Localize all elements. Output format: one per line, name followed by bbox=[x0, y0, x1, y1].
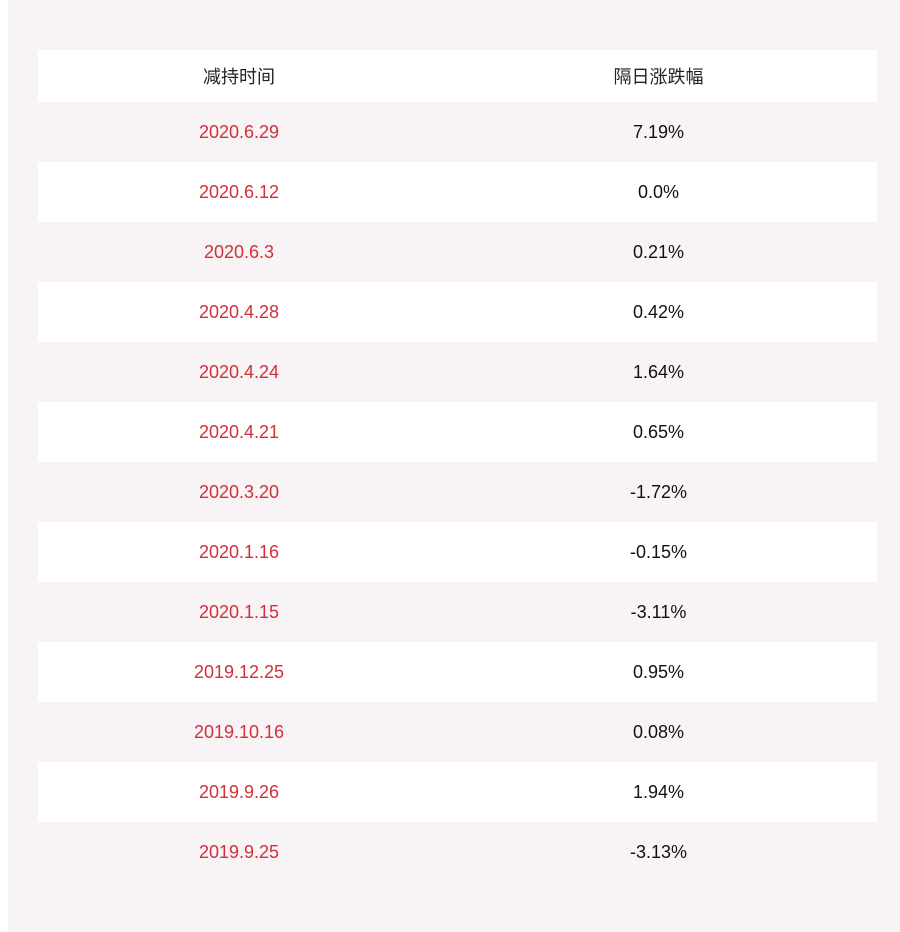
date-cell: 2020.4.24 bbox=[198, 361, 280, 382]
date-cell: 2019.12.25 bbox=[38, 642, 440, 702]
table-row: 2019.9.25 -3.13% bbox=[38, 822, 877, 882]
change-cell: 1.64% bbox=[632, 361, 685, 382]
table-row: 2020.6.29 7.19% bbox=[38, 102, 877, 162]
date-cell: 2020.3.20 bbox=[198, 481, 280, 502]
header-row: 减持时间 隔日涨跌幅 bbox=[38, 50, 877, 102]
table-row: 2020.3.20 -1.72% bbox=[38, 462, 877, 522]
date-cell: 2020.6.12 bbox=[38, 162, 440, 222]
change-cell: 0.08% bbox=[632, 721, 685, 742]
table-row: 2020.6.3 0.21% bbox=[38, 222, 877, 282]
change-cell: 0.0% bbox=[440, 162, 877, 222]
date-cell: 2019.9.25 bbox=[198, 841, 280, 862]
change-cell: 0.21% bbox=[632, 241, 685, 262]
table-row: 2020.1.15 -3.11% bbox=[38, 582, 877, 642]
date-cell: 2019.9.26 bbox=[38, 762, 440, 822]
table-row: 2019.10.16 0.08% bbox=[38, 702, 877, 762]
date-cell: 2020.4.21 bbox=[38, 402, 440, 462]
date-cell: 2020.6.29 bbox=[198, 121, 280, 142]
table-row: 2019.9.26 1.94% bbox=[38, 762, 877, 822]
date-cell: 2020.6.3 bbox=[203, 241, 275, 262]
table-row: 2020.4.21 0.65% bbox=[38, 402, 877, 462]
change-cell: -3.11% bbox=[630, 601, 687, 622]
date-cell: 2020.4.28 bbox=[38, 282, 440, 342]
date-cell: 2019.10.16 bbox=[193, 721, 285, 742]
table-row: 2020.4.28 0.42% bbox=[38, 282, 877, 342]
table-row: 2020.1.16 -0.15% bbox=[38, 522, 877, 582]
table: 减持时间 隔日涨跌幅 2020.6.29 7.19% 2020.6.12 0.0% 20… bbox=[38, 50, 877, 882]
table-row: 2019.12.25 0.95% bbox=[38, 642, 877, 702]
change-cell: -1.72% bbox=[629, 481, 688, 502]
change-cell: 0.65% bbox=[440, 402, 877, 462]
panel: 减持时间 隔日涨跌幅 2020.6.29 7.19% 2020.6.12 0.0% 20… bbox=[8, 0, 900, 932]
change-cell: 1.94% bbox=[440, 762, 877, 822]
header-cell: 减持时间 bbox=[38, 50, 440, 102]
header-cell: 隔日涨跌幅 bbox=[440, 50, 877, 102]
change-cell: 7.19% bbox=[632, 121, 685, 142]
table-row: 2020.4.24 1.64% bbox=[38, 342, 877, 402]
table-row: 2020.6.12 0.0% bbox=[38, 162, 877, 222]
date-cell: 2020.1.15 bbox=[198, 601, 280, 622]
change-cell: -3.13% bbox=[629, 841, 688, 862]
date-cell: 2020.1.16 bbox=[38, 522, 440, 582]
change-cell: 0.42% bbox=[440, 282, 877, 342]
change-cell: 0.95% bbox=[440, 642, 877, 702]
change-cell: -0.15% bbox=[440, 522, 877, 582]
